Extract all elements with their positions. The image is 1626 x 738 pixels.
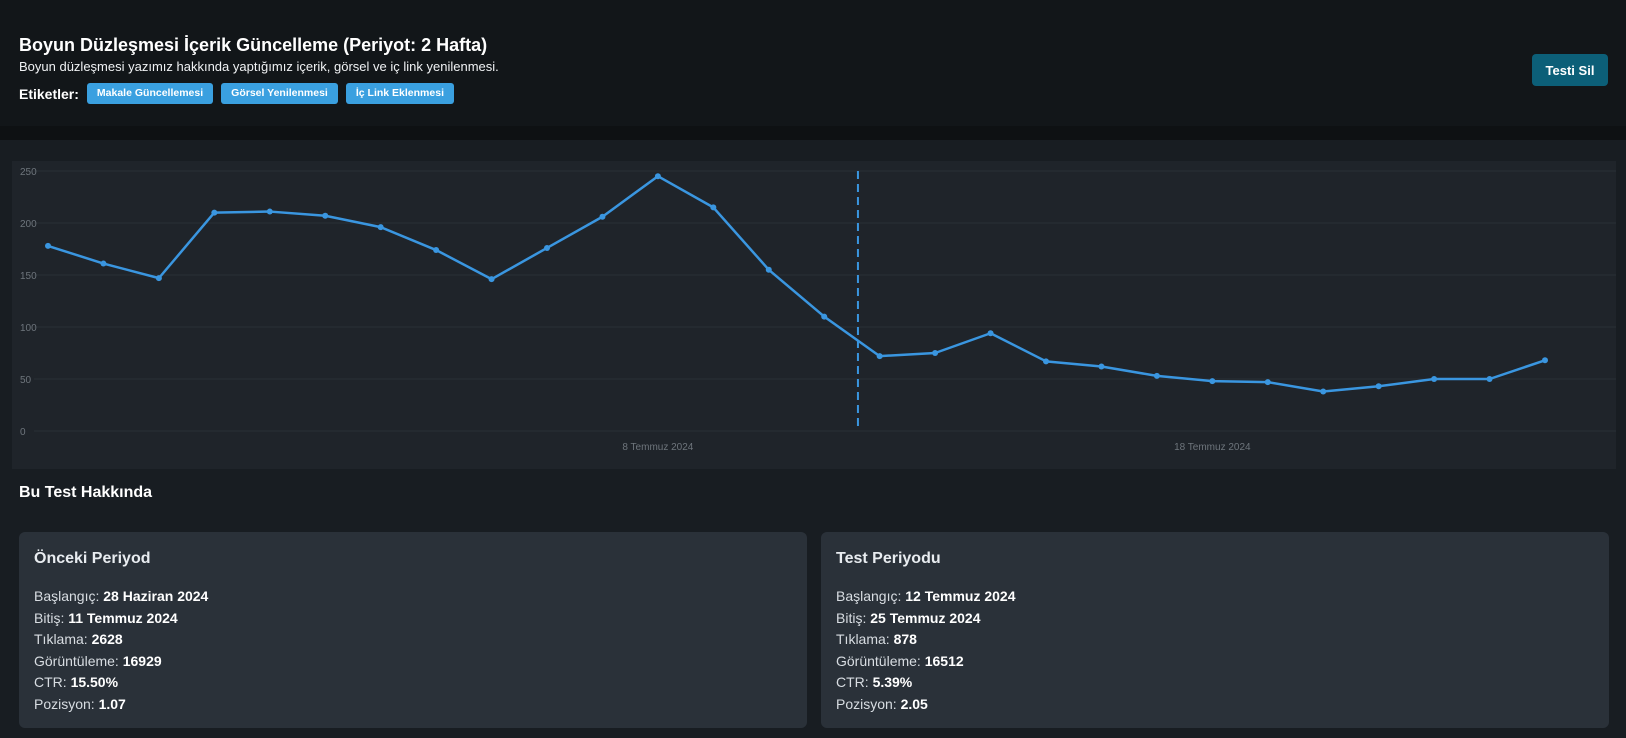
stat-value: 2628 bbox=[91, 631, 123, 647]
test-period-card: Test Periyodu Başlangıç: 12 Temmuz 2024 B… bbox=[821, 532, 1609, 728]
stat-row: Başlangıç: 12 Temmuz 2024 bbox=[836, 586, 1016, 608]
data-point[interactable] bbox=[876, 353, 883, 360]
stat-value: 878 bbox=[893, 631, 917, 647]
clicks-line-chart: 0 50 100 150 200 250 8 Temmuz 2024 18 Temmuz 20… bbox=[20, 167, 1616, 453]
data-point[interactable] bbox=[1098, 363, 1105, 370]
chart-panel: 0 50 100 150 200 250 8 Temmuz 2024 18 Temmuz 20… bbox=[12, 161, 1616, 469]
data-point[interactable] bbox=[1320, 388, 1327, 395]
stat-label: Pozisyon: bbox=[34, 695, 95, 712]
y-tick-label: 100 bbox=[20, 323, 37, 334]
data-point[interactable] bbox=[932, 350, 939, 356]
data-point[interactable] bbox=[211, 209, 218, 216]
stat-label: Tıklama: bbox=[836, 631, 890, 647]
test-period-title: Test Periyodu bbox=[836, 550, 941, 567]
stat-row: Başlangıç: 28 Haziran 2024 bbox=[34, 586, 208, 608]
page-header: Boyun Düzleşmesi İçerik Güncelleme (Peri… bbox=[0, 0, 1626, 126]
previous-period-title: Önceki Periyod bbox=[34, 550, 151, 567]
data-point[interactable] bbox=[1431, 376, 1438, 382]
stat-row: Bitiş: 11 Temmuz 2024 bbox=[34, 608, 208, 630]
stat-value: 16512 bbox=[924, 652, 964, 669]
previous-period-card: Önceki Periyod Başlangıç: 28 Haziran 202… bbox=[19, 532, 807, 728]
stat-row: Görüntüleme: 16512 bbox=[836, 651, 1016, 673]
stat-row: CTR: 15.50% bbox=[34, 672, 208, 694]
y-tick-label: 0 bbox=[20, 427, 26, 438]
y-tick-label: 200 bbox=[20, 219, 37, 230]
data-point[interactable] bbox=[45, 242, 51, 249]
stat-label: Başlangıç: bbox=[34, 588, 100, 604]
stat-value: 1.07 bbox=[98, 695, 126, 712]
stat-label: Bitiş: bbox=[836, 609, 867, 626]
data-point[interactable] bbox=[987, 330, 994, 337]
data-point[interactable] bbox=[100, 260, 107, 267]
stat-row: Tıklama: 2628 bbox=[34, 629, 208, 651]
stat-label: Tıklama: bbox=[34, 631, 88, 647]
stat-value: 25 Temmuz 2024 bbox=[870, 609, 981, 626]
tag-gorsel-yenilenmesi[interactable]: Görsel Yenilenmesi bbox=[221, 83, 338, 104]
y-tick-label: 150 bbox=[20, 271, 37, 282]
stat-value: 16929 bbox=[122, 652, 162, 669]
data-point[interactable] bbox=[1486, 376, 1493, 382]
stat-row: Pozisyon: 1.07 bbox=[34, 694, 208, 716]
data-point[interactable] bbox=[322, 212, 329, 219]
stat-row: Pozisyon: 2.05 bbox=[836, 694, 1016, 716]
page-subtitle: Boyun düzleşmesi yazımız hakkında yaptığ… bbox=[19, 59, 499, 74]
stat-value: 2.05 bbox=[900, 695, 928, 712]
stat-value: 28 Haziran 2024 bbox=[103, 588, 209, 604]
stat-label: CTR: bbox=[836, 674, 869, 690]
data-point[interactable] bbox=[266, 208, 273, 215]
x-tick-label: 8 Temmuz 2024 bbox=[622, 442, 693, 453]
page-title: Boyun Düzleşmesi İçerik Güncelleme (Peri… bbox=[19, 35, 488, 55]
stat-row: Görüntüleme: 16929 bbox=[34, 651, 208, 673]
data-point[interactable] bbox=[544, 244, 550, 251]
delete-test-button[interactable]: Testi Sil bbox=[1532, 54, 1608, 86]
y-tick-label: 50 bbox=[20, 375, 32, 386]
x-tick-label: 18 Temmuz 2024 bbox=[1174, 442, 1251, 453]
tags-label: Etiketler: bbox=[19, 85, 79, 102]
data-point[interactable] bbox=[599, 213, 606, 220]
data-point[interactable] bbox=[488, 276, 495, 283]
stat-label: Başlangıç: bbox=[836, 588, 902, 604]
data-point[interactable] bbox=[821, 313, 828, 320]
data-point[interactable] bbox=[710, 204, 717, 211]
data-point[interactable] bbox=[1043, 358, 1049, 365]
stat-value: 5.39% bbox=[872, 674, 913, 690]
data-point[interactable] bbox=[1264, 379, 1271, 386]
stat-label: Görüntüleme: bbox=[34, 652, 119, 669]
data-point[interactable] bbox=[433, 247, 440, 254]
stat-row: Bitiş: 25 Temmuz 2024 bbox=[836, 608, 1016, 630]
stat-label: Pozisyon: bbox=[836, 695, 897, 712]
series-line bbox=[47, 174, 1546, 393]
data-point[interactable] bbox=[1209, 378, 1216, 385]
stat-label: CTR: bbox=[34, 674, 67, 690]
data-point[interactable] bbox=[155, 275, 162, 282]
y-tick-label: 250 bbox=[20, 167, 37, 178]
data-point[interactable] bbox=[377, 224, 384, 231]
data-point[interactable] bbox=[765, 266, 772, 273]
tag-ic-link-eklenmesi[interactable]: İç Link Eklenmesi bbox=[345, 83, 454, 104]
previous-period-stats: Başlangıç: 28 Haziran 2024 Bitiş: 11 Temm… bbox=[34, 586, 208, 715]
stat-row: CTR: 5.39% bbox=[836, 672, 1016, 694]
stat-value: 15.50% bbox=[70, 674, 119, 690]
stat-label: Görüntüleme: bbox=[836, 652, 921, 669]
stat-row: Tıklama: 878 bbox=[836, 629, 1016, 651]
header-divider bbox=[0, 126, 1626, 140]
data-point[interactable] bbox=[1375, 383, 1382, 390]
stat-value: 11 Temmuz 2024 bbox=[68, 609, 178, 626]
data-point[interactable] bbox=[654, 173, 661, 180]
test-period-stats: Başlangıç: 12 Temmuz 2024 Bitiş: 25 Temmu… bbox=[836, 586, 1016, 715]
about-section-title: Bu Test Hakkında bbox=[19, 484, 153, 501]
stat-label: Bitiş: bbox=[34, 609, 65, 626]
tags-row: Etiketler: Makale Güncellemesi Görsel Ye… bbox=[19, 83, 462, 104]
data-point[interactable] bbox=[1153, 372, 1160, 379]
data-point[interactable] bbox=[1542, 357, 1548, 364]
tag-makale-guncellemesi[interactable]: Makale Güncellemesi bbox=[86, 83, 214, 104]
stat-value: 12 Temmuz 2024 bbox=[905, 588, 1016, 604]
